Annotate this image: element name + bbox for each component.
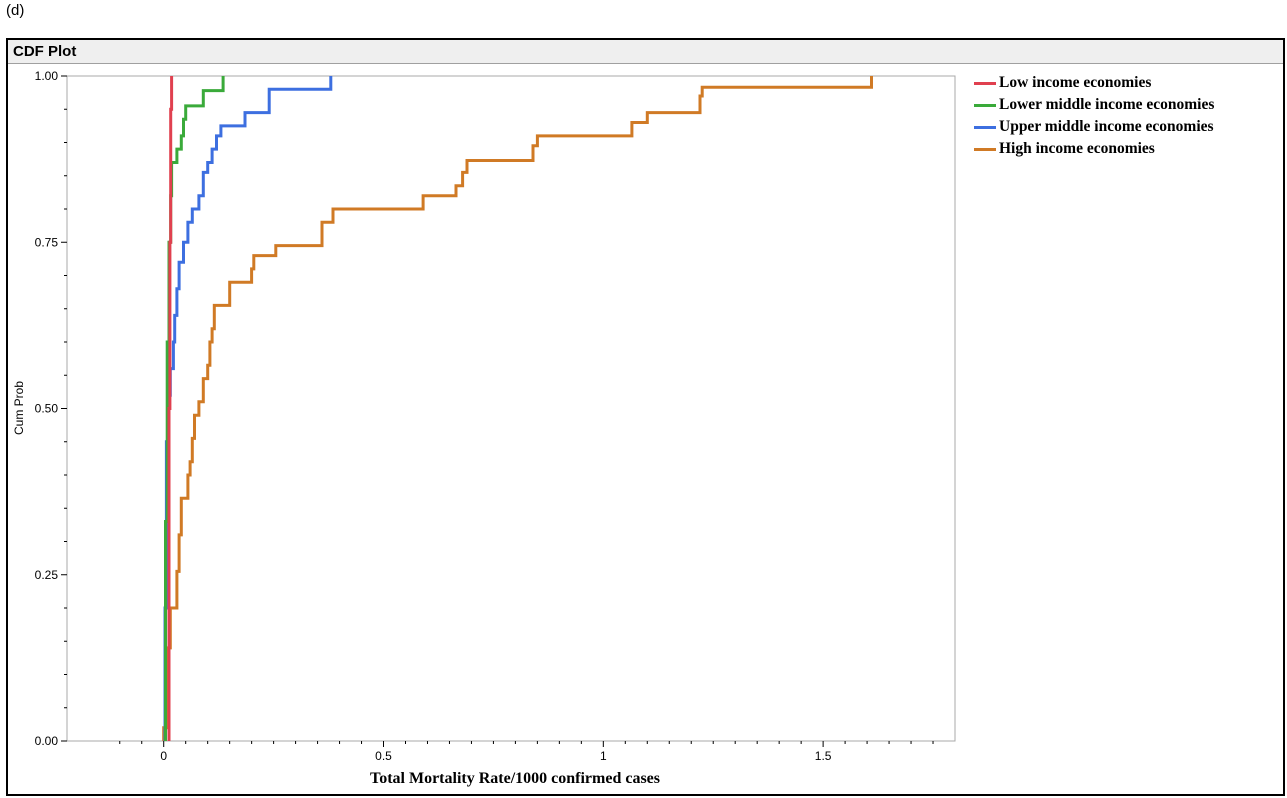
legend-label-high: High income economies	[999, 140, 1155, 157]
legend-item-upper-middle[interactable]: Upper middle income economies	[974, 116, 1214, 138]
legend-swatch-upper-middle	[974, 125, 996, 129]
y-axis-label: Cum Prob	[12, 380, 26, 436]
x-tick-label: 1.5	[815, 749, 832, 763]
legend-item-lower-middle[interactable]: Lower middle income economies	[974, 94, 1214, 116]
x-tick-label: 1	[600, 749, 607, 763]
y-tick-label: 0.75	[35, 235, 59, 249]
legend-swatch-high	[974, 147, 996, 151]
x-axis-label: Total Mortality Rate/1000 confirmed case…	[369, 770, 661, 787]
series-low-income-line	[167, 76, 174, 741]
plot-frame	[66, 75, 956, 742]
legend: Low income economies Lower middle income…	[974, 72, 1214, 160]
report-title: CDF Plot	[13, 43, 77, 60]
y-tick-label: 0.00	[35, 734, 59, 748]
y-tick-label: 0.50	[35, 402, 59, 416]
x-tick-label: 0.5	[375, 749, 392, 763]
series-layer	[162, 76, 873, 741]
report-title-bar[interactable]: CDF Plot	[8, 40, 1283, 64]
series-high-income-line	[162, 76, 873, 741]
y-tick-label: 1.00	[35, 69, 59, 83]
series-lower-middle-income-line	[164, 76, 225, 741]
legend-item-low[interactable]: Low income economies	[974, 72, 1214, 94]
axis-ticks: 0.00 0.25 0.50 0.75 1.00 0 0.5 1 1.5	[35, 69, 934, 763]
legend-swatch-low	[974, 81, 996, 85]
x-tick-label: 0	[160, 749, 167, 763]
panel-label: (d)	[6, 2, 25, 19]
y-tick-label: 0.25	[35, 568, 59, 582]
legend-swatch-lower-middle	[974, 103, 996, 107]
legend-label-upper-middle: Upper middle income economies	[999, 118, 1214, 135]
legend-item-high[interactable]: High income economies	[974, 138, 1214, 160]
legend-label-lower-middle: Lower middle income economies	[999, 96, 1215, 113]
legend-label-low: Low income economies	[999, 74, 1152, 91]
